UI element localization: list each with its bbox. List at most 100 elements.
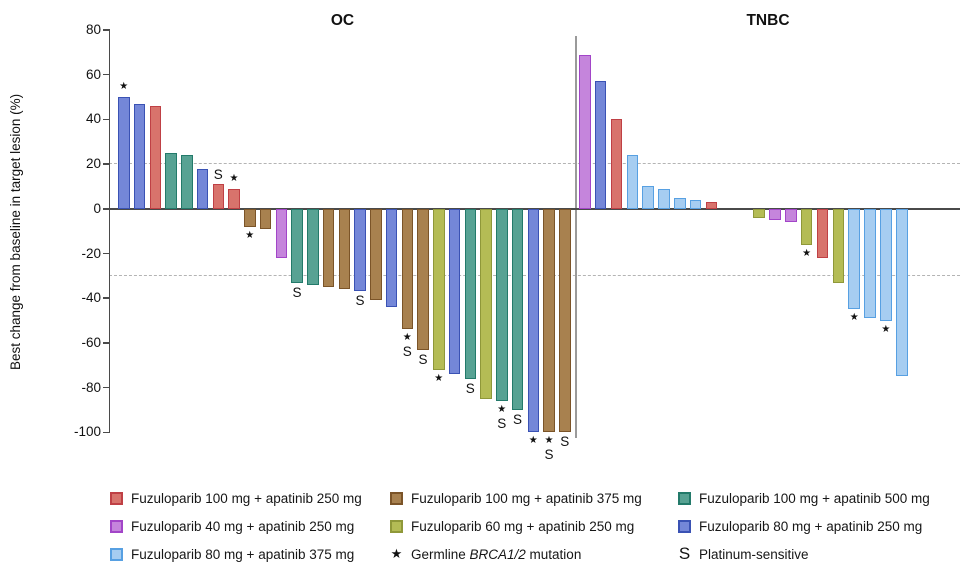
y-tick-mark: [103, 297, 109, 299]
legend-label: Germline BRCA1/2 mutation: [411, 546, 582, 562]
legend-label: Fuzuloparib 100 mg + apatinib 375 mg: [411, 490, 642, 506]
bar-tnbc-8: [689, 199, 702, 209]
bar-oc-4: [165, 152, 177, 209]
legend-swatch-fuzu80_apa375: [110, 547, 123, 561]
y-axis-line: [108, 29, 110, 434]
y-tick-label: 80: [85, 22, 101, 37]
germline-brca-marker: ★: [245, 229, 255, 241]
y-tick-mark: [103, 163, 109, 165]
germline-brca-marker: ★: [528, 435, 538, 447]
legend-item: S Platinum-sensitive: [678, 544, 809, 563]
panel-divider: [575, 36, 577, 438]
bar-tnbc-6: [658, 188, 670, 209]
reference-line: [109, 163, 960, 165]
zero-baseline: [109, 207, 960, 210]
germline-brca-marker: ★: [544, 435, 554, 447]
bar-oc-20: [417, 208, 429, 350]
y-tick-mark: [103, 208, 109, 210]
bar-oc-11: [275, 208, 287, 258]
legend-swatch-fuzu100_apa375: [390, 491, 403, 505]
bar-oc-15: [338, 208, 350, 290]
legend-label: Fuzuloparib 60 mg + apatinib 250 mg: [411, 518, 635, 534]
bar-tnbc-15: [800, 208, 813, 245]
y-tick-label: -20: [81, 245, 101, 261]
legend-item: Fuzuloparib 60 mg + apatinib 250 mg: [390, 518, 634, 534]
bar-oc-9: [244, 208, 256, 227]
bar-oc-8: [228, 188, 240, 209]
bar-oc-28: [543, 208, 555, 433]
bar-tnbc-21: [896, 208, 908, 377]
bar-oc-14: [322, 208, 335, 288]
bar-tnbc-19: [864, 208, 876, 319]
legend-label: Fuzuloparib 100 mg + apatinib 500 mg: [699, 490, 930, 506]
bar-tnbc-16: [816, 208, 829, 258]
germline-brca-marker: ★: [402, 332, 412, 344]
bar-tnbc-9: [705, 202, 718, 209]
platinum-sensitive-marker: S: [465, 380, 475, 396]
bar-oc-12: [291, 208, 303, 283]
y-tick-label: -60: [81, 334, 101, 350]
bar-tnbc-12: [753, 208, 765, 218]
bar-tnbc-1: [579, 54, 591, 209]
legend-swatch-fuzu100_apa500: [678, 491, 691, 505]
y-tick-mark: [103, 342, 109, 344]
y-tick-mark: [103, 386, 109, 389]
legend-label: Fuzuloparib 100 mg + apatinib 250 mg: [131, 490, 362, 506]
legend-swatch-fuzu100_apa250: [110, 491, 123, 505]
platinum-sensitive-marker: S: [560, 434, 570, 450]
bar-oc-26: [511, 208, 524, 410]
legend-item: Fuzuloparib 100 mg + apatinib 375 mg: [390, 490, 642, 506]
bar-oc-23: [464, 208, 476, 379]
y-tick-label: -40: [81, 290, 101, 306]
germline-brca-marker: ★: [497, 404, 507, 415]
bar-tnbc-3: [610, 119, 623, 209]
germline-brca-marker: ★: [849, 312, 859, 324]
legend-swatch-fuzu40_apa250: [110, 519, 123, 533]
y-tick-mark: [103, 431, 109, 434]
bar-oc-2: [133, 103, 146, 209]
legend-label: Platinum-sensitive: [699, 546, 809, 562]
bar-oc-13: [307, 208, 319, 285]
bar-oc-22: [448, 208, 461, 375]
bar-oc-21: [433, 208, 445, 370]
bar-oc-6: [196, 168, 209, 209]
panel-title-oc: OC: [330, 12, 355, 29]
y-tick-mark: [103, 252, 109, 255]
bar-oc-25: [496, 208, 508, 401]
y-tick-mark: [103, 29, 109, 31]
platinum-sensitive-marker: S: [512, 411, 522, 427]
y-tick-label: 40: [85, 111, 101, 127]
bar-oc-5: [181, 155, 193, 209]
y-tick-label: -80: [81, 379, 101, 395]
bar-oc-16: [354, 208, 366, 292]
bar-oc-1: [118, 97, 130, 209]
legend-label: Fuzuloparib 40 mg + apatinib 250 mg: [131, 518, 355, 534]
bar-tnbc-13: [769, 208, 781, 220]
bar-oc-3: [149, 105, 161, 209]
germline-brca-marker: ★: [434, 372, 444, 384]
legend-label: Fuzuloparib 80 mg + apatinib 250 mg: [699, 518, 923, 534]
bar-tnbc-5: [642, 186, 654, 209]
platinum-sensitive-marker: S: [355, 293, 365, 309]
legend-label: Fuzuloparib 80 mg + apatinib 375 mg: [131, 546, 355, 562]
legend-item: Fuzuloparib 100 mg + apatinib 500 mg: [678, 490, 930, 506]
platinum-sensitive-marker: S: [292, 284, 302, 300]
bar-tnbc-4: [626, 155, 639, 209]
platinum-sensitive-marker: S: [544, 447, 554, 463]
bar-tnbc-18: [848, 208, 860, 310]
bar-oc-19: [401, 208, 413, 330]
bar-oc-18: [385, 208, 398, 308]
bar-oc-17: [370, 208, 382, 301]
bar-oc-29: [559, 208, 571, 433]
platinum-sensitive-marker: S: [418, 351, 428, 367]
platinum-sensitive-marker-icon: S: [678, 544, 691, 563]
bar-tnbc-7: [674, 197, 686, 209]
bar-tnbc-17: [832, 208, 845, 283]
y-tick-label: 20: [85, 156, 101, 172]
legend-item: Fuzuloparib 80 mg + apatinib 250 mg: [678, 518, 922, 534]
platinum-sensitive-marker: S: [497, 416, 507, 431]
y-tick-label: -100: [73, 424, 101, 440]
legend-item: Fuzuloparib 100 mg + apatinib 250 mg: [110, 490, 362, 506]
